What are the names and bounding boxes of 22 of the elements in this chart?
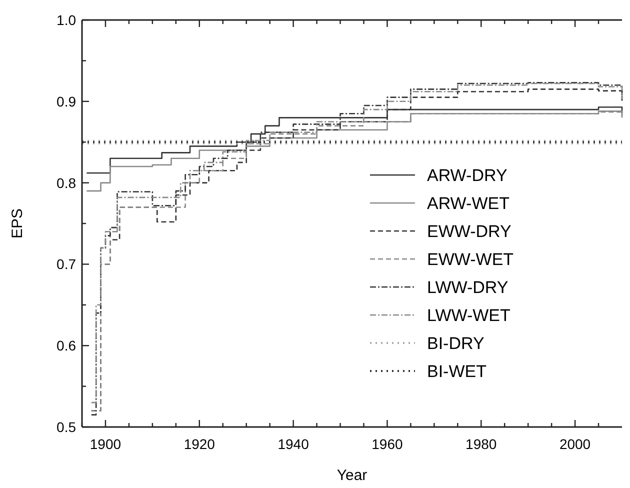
x-tick-label: 1960 [372, 436, 403, 452]
y-tick-label: 0.9 [56, 93, 76, 110]
legend-label: EWW-DRY [427, 222, 512, 241]
x-tick-label: 1940 [278, 436, 310, 452]
legend-label: BI-DRY [427, 334, 484, 353]
legend-label: ARW-DRY [427, 166, 508, 185]
x-tick-label: 1980 [466, 436, 497, 452]
y-tick-label: 0.6 [56, 338, 76, 354]
legend-label: LWW-WET [427, 306, 510, 325]
x-tick-label: 2000 [559, 436, 591, 452]
legend-label: LWW-DRY [427, 278, 508, 297]
y-tick-label: 0.7 [56, 256, 76, 272]
x-axis-title: Year [336, 467, 368, 484]
legend-label: EWW-WET [427, 250, 514, 269]
y-tick-label: 0.8 [56, 174, 76, 191]
y-axis-title: EPS [9, 208, 26, 239]
y-tick-label: 0.5 [56, 419, 76, 435]
x-tick-label: 1900 [90, 436, 122, 452]
legend-label: ARW-WET [427, 194, 510, 213]
y-tick-label: 1.0 [56, 12, 76, 28]
x-tick-label: 1920 [184, 436, 216, 452]
legend-label: BI-WET [427, 362, 486, 381]
